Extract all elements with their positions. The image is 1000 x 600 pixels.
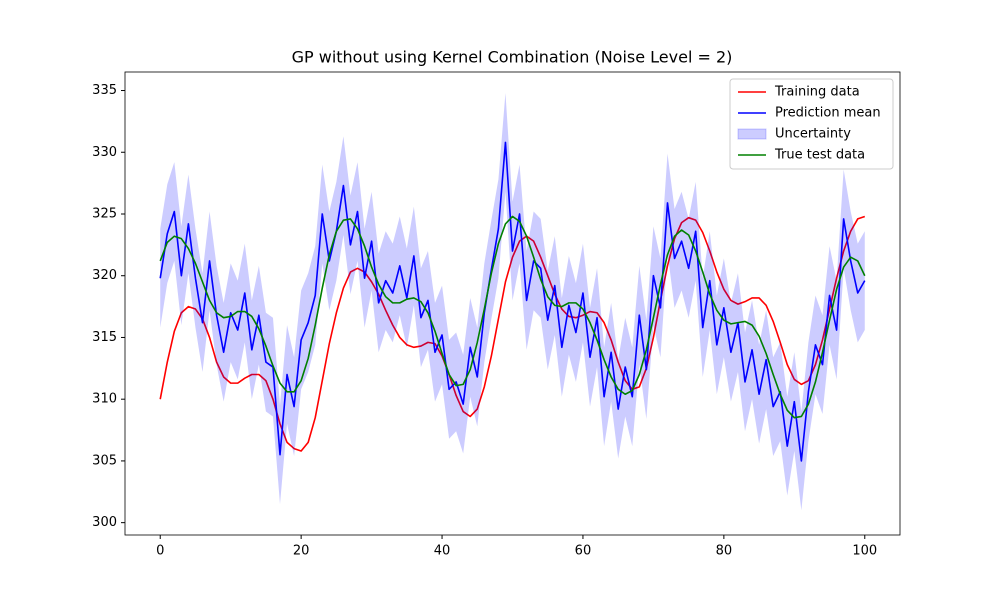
series-line [159, 141, 866, 462]
plot-area [159, 92, 866, 511]
y-tick-label: 310 [92, 392, 117, 407]
x-tick-label: 20 [293, 544, 310, 559]
x-tick-label: 60 [575, 544, 592, 559]
x-tick-label: 100 [852, 544, 877, 559]
x-tick-label: 40 [434, 544, 451, 559]
legend-label: Uncertainty [775, 127, 851, 142]
y-tick-label: 325 [92, 206, 117, 221]
y-tick-label: 315 [92, 330, 117, 345]
y-tick-label: 330 [92, 145, 117, 160]
uncertainty-band [160, 92, 865, 511]
series-line [159, 215, 866, 419]
legend-label: Training data [774, 85, 860, 100]
legend-swatch [737, 128, 767, 140]
legend-box [729, 78, 894, 170]
axes-frame [124, 71, 901, 536]
y-tick-label: 320 [92, 268, 117, 283]
y-tick-label: 335 [92, 83, 117, 98]
y-tick-label: 300 [92, 515, 117, 530]
y-tick-label: 305 [92, 453, 117, 468]
chart-title: GP without using Kernel Combination (Noi… [292, 48, 733, 67]
x-tick-label: 0 [156, 544, 164, 559]
legend-label: Prediction mean [775, 106, 881, 121]
x-tick-label: 80 [716, 544, 733, 559]
legend-label: True test data [774, 148, 865, 163]
